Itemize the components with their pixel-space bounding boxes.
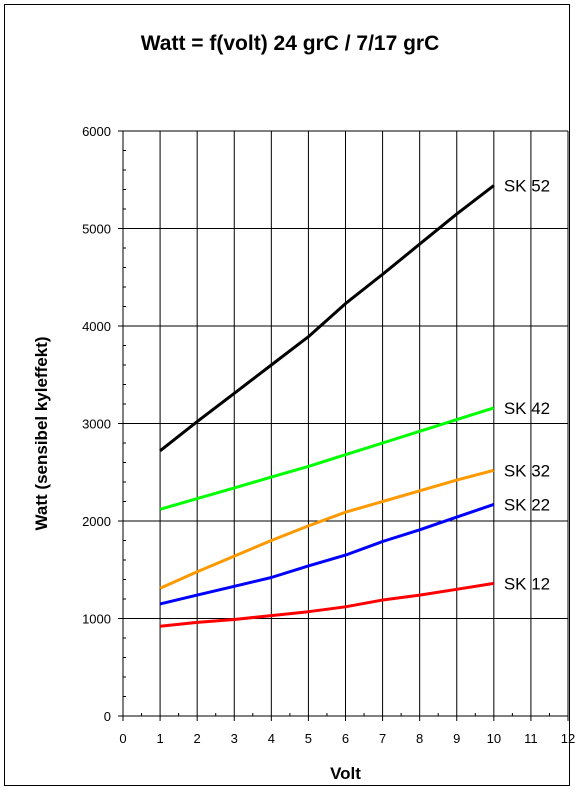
series-labels: SK 52 SK 42 SK 32 SK 22 SK 12	[504, 177, 550, 594]
x-axis-title: Volt	[330, 764, 361, 783]
series-label: SK 32	[504, 461, 550, 480]
x-tick-label: 1	[156, 731, 163, 746]
x-tick-label: 12	[561, 731, 575, 746]
x-tick-label: 7	[379, 731, 386, 746]
x-tick-label: 2	[194, 731, 201, 746]
y-axis-title: Watt (sensibel kyleffekt)	[32, 337, 51, 531]
y-tick-label: 6000	[82, 124, 111, 139]
x-tick-label: 9	[453, 731, 460, 746]
y-tick-label: 0	[104, 709, 111, 724]
series-label: SK 42	[504, 399, 550, 418]
x-tick-label: 5	[305, 731, 312, 746]
x-tick-label: 3	[231, 731, 238, 746]
y-tick-label: 5000	[82, 222, 111, 237]
x-tick-label: 11	[524, 731, 538, 746]
series-line	[159, 581, 495, 628]
x-tick-label: 8	[416, 731, 423, 746]
chart-title: Watt = f(volt) 24 grC / 7/17 grC	[140, 32, 440, 55]
x-tick-label: 10	[487, 731, 501, 746]
axes: 0 1 2 3 4 5 6 7 8 9 10 11 12010002000300040005000600…	[82, 124, 575, 746]
x-tick-label: 0	[119, 731, 126, 746]
series-line	[159, 184, 495, 452]
series-line	[159, 406, 495, 511]
y-tick-label: 2000	[82, 514, 111, 529]
series-line	[159, 468, 495, 590]
chart-frame	[4, 4, 570, 786]
x-tick-label: 6	[342, 731, 349, 746]
series-lines	[159, 184, 495, 628]
x-tick-label: 4	[268, 731, 275, 746]
series-label: SK 12	[504, 574, 550, 593]
y-tick-label: 3000	[82, 417, 111, 432]
series-label: SK 52	[504, 177, 550, 196]
grid	[123, 130, 569, 716]
series-line	[159, 502, 495, 606]
y-tick-label: 1000	[82, 612, 111, 627]
series-label: SK 22	[504, 495, 550, 514]
y-tick-label: 4000	[82, 319, 111, 334]
